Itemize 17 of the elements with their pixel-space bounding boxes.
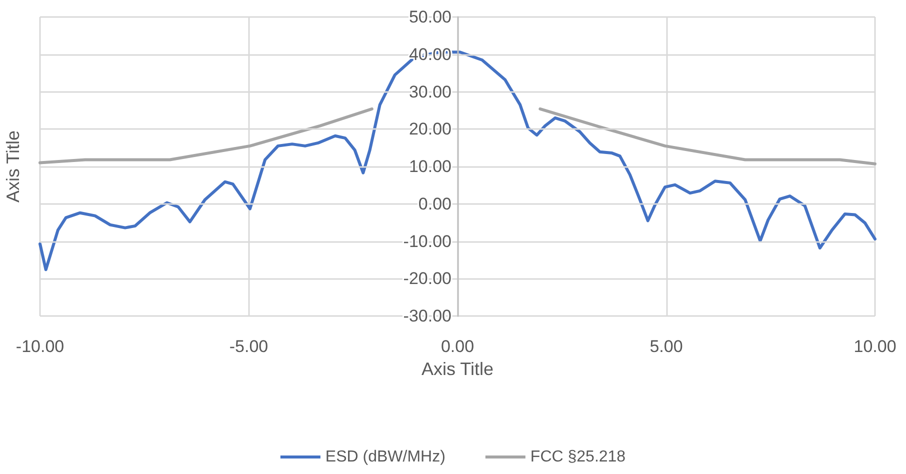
y-axis-title: Axis Title — [3, 130, 23, 203]
x-tick-label: -10.00 — [16, 337, 64, 356]
y-tick-label: 0.00 — [418, 194, 452, 214]
y-tick-label: -20.00 — [403, 269, 452, 288]
y-tick-label: 50.00 — [408, 8, 452, 26]
y-tick-label: 20.00 — [408, 120, 452, 139]
y-tick-label: -10.00 — [403, 232, 452, 251]
x-tick-label: 0.00 — [440, 337, 474, 356]
x-tick-label: 10.00 — [854, 337, 896, 356]
x-tick-label: -5.00 — [229, 337, 268, 356]
x-tick-label: 5.00 — [650, 337, 683, 356]
legend-label: ESD (dBW/MHz) — [325, 448, 446, 466]
y-tick-label: -30.00 — [403, 306, 452, 326]
x-axis-title: Axis Title — [421, 358, 494, 379]
legend-label: FCC §25.218 — [530, 448, 626, 466]
y-tick-label: 10.00 — [408, 157, 452, 176]
y-tick-label: 30.00 — [408, 82, 452, 102]
